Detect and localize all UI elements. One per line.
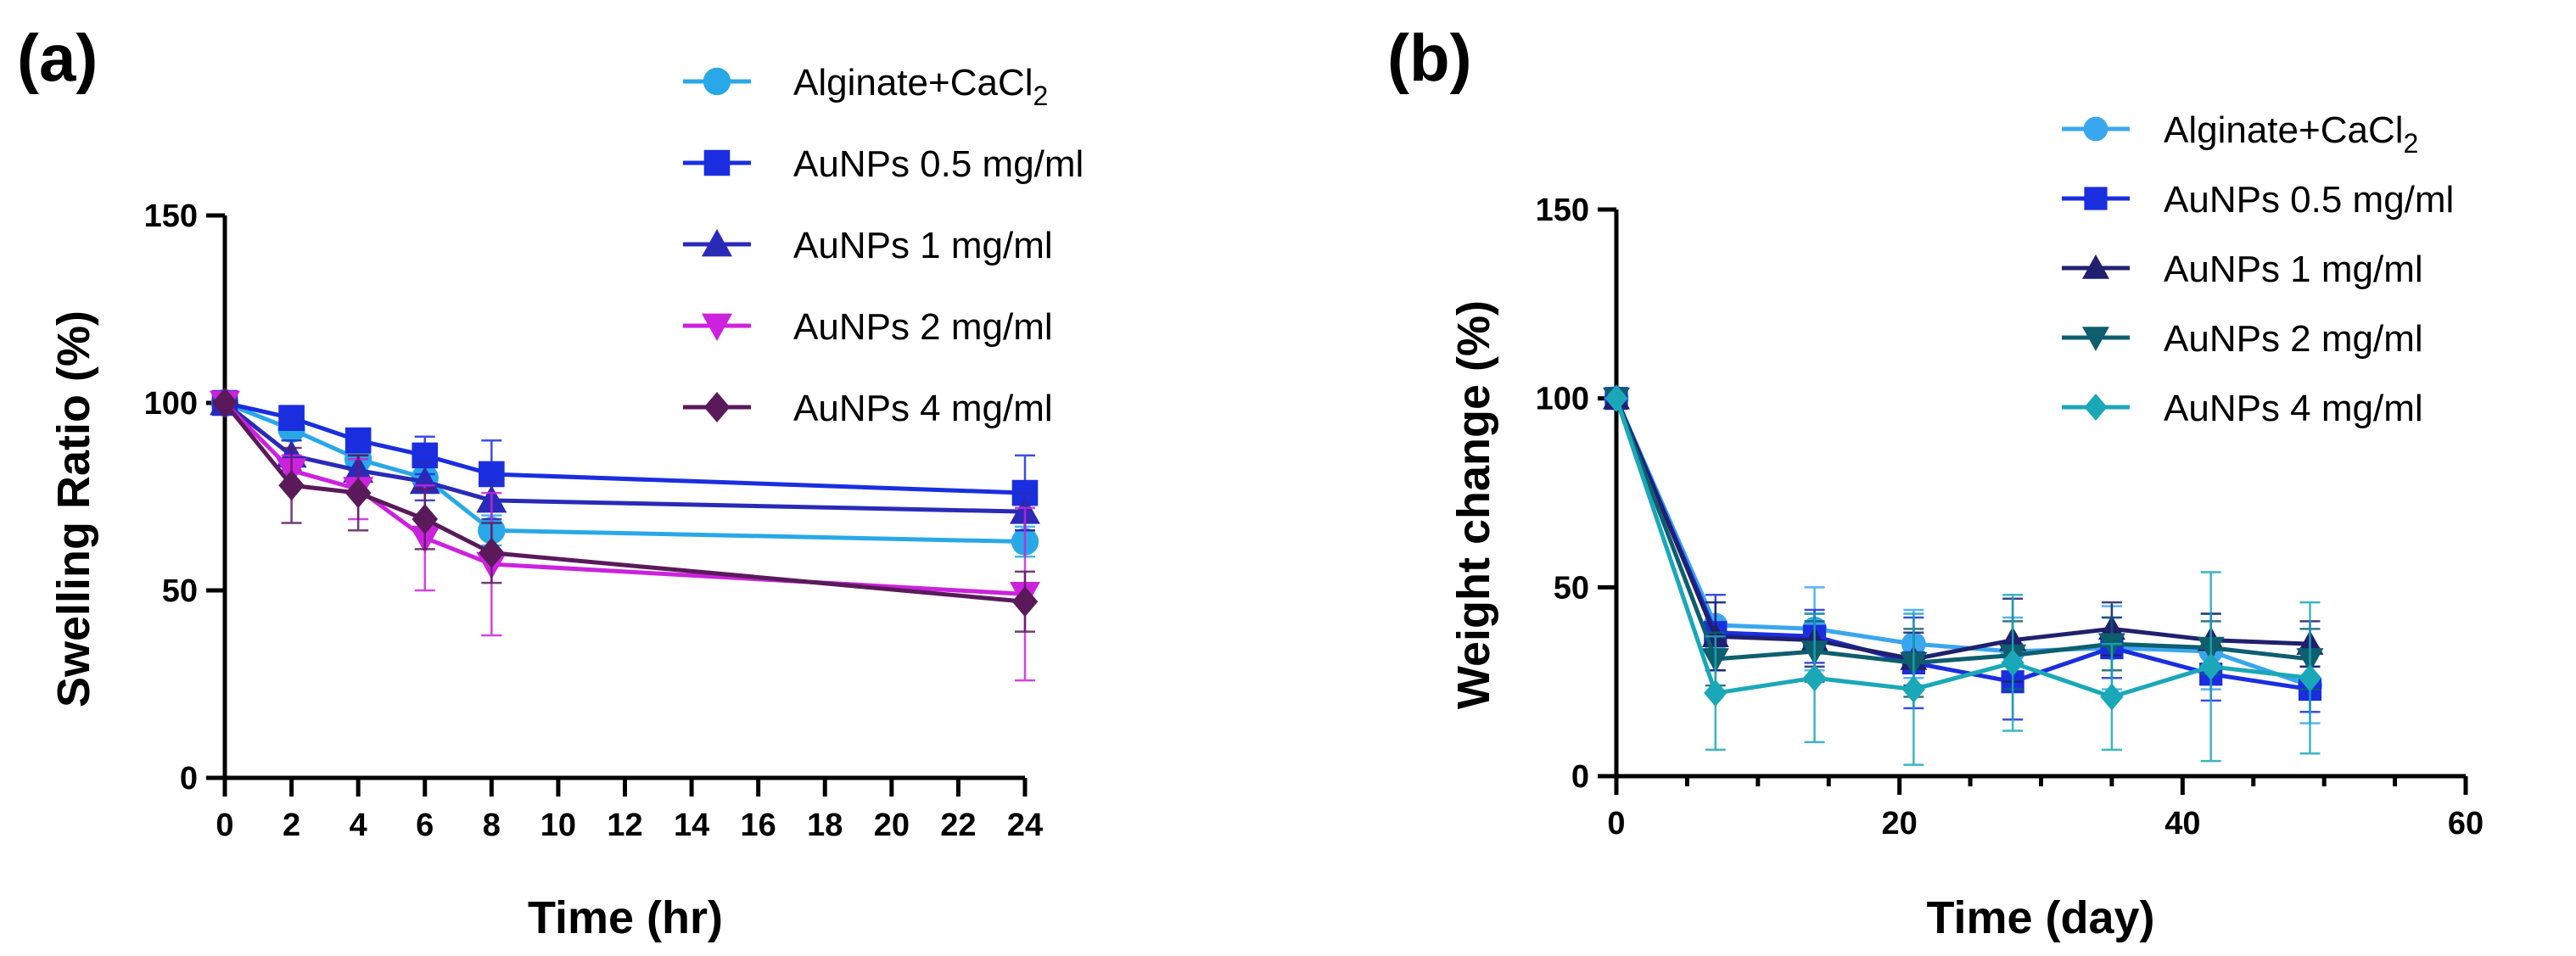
legend-label: AuNPs 0.5 mg/ml xyxy=(2164,179,2454,221)
x-tick-label: 4 xyxy=(350,808,367,843)
legend-entry: Alginate+CaCl2 xyxy=(683,62,1048,111)
series-aunps-4-mg-ml xyxy=(1604,384,2322,766)
data-point xyxy=(278,405,305,431)
legend-entry: AuNPs 2 mg/ml xyxy=(2062,318,2423,360)
y-tick-label: 150 xyxy=(144,198,198,234)
y-axis-title-b: Weight change (%) xyxy=(1448,300,1499,709)
legend-entry: AuNPs 4 mg/ml xyxy=(683,388,1053,429)
x-tick-label: 40 xyxy=(2164,806,2200,841)
legend-b: Alginate+CaCl2 AuNPs 0.5 mg/ml AuNPs 1 mg/… xyxy=(2062,109,2454,429)
data-point xyxy=(479,537,505,568)
chart-panel-b: (b) Time (day) Weight change (%) 0 50 100 1… xyxy=(1387,20,2484,943)
series-layer-a xyxy=(210,388,1040,682)
x-tick-label: 2 xyxy=(283,808,300,843)
series-line xyxy=(223,401,1026,604)
data-point xyxy=(1802,664,1827,692)
x-tick-label: 8 xyxy=(483,808,501,843)
x-axis-title-b: Time (day) xyxy=(1926,892,2154,943)
legend-label: AuNPs 1 mg/ml xyxy=(793,225,1053,266)
data-point xyxy=(2001,649,2024,677)
legend-label: AuNPs 2 mg/ml xyxy=(2164,318,2423,360)
series-aunps-4-mg-ml xyxy=(211,388,1039,633)
data-point xyxy=(1604,384,1628,412)
panel-label-a: (a) xyxy=(17,20,98,95)
x-tick-label: 20 xyxy=(1882,806,1918,841)
x-tick-label: 20 xyxy=(874,808,910,843)
x-tick-label: 18 xyxy=(807,808,843,843)
legend-entry: AuNPs 1 mg/ml xyxy=(683,225,1053,266)
series-line xyxy=(1614,397,2310,665)
legend-label: Alginate+CaCl2 xyxy=(2164,109,2418,159)
legend-label: AuNPs 4 mg/ml xyxy=(2164,388,2423,429)
legend-entry: AuNPs 2 mg/ml xyxy=(683,306,1053,348)
y-tick-label: 100 xyxy=(1536,382,1589,417)
x-tick-label: 0 xyxy=(1607,806,1625,841)
data-point xyxy=(1901,675,1925,703)
x-tick-label: 10 xyxy=(540,808,576,843)
series-layer-b xyxy=(1603,384,2324,766)
legend-marker xyxy=(2083,116,2108,142)
x-tick-label: 0 xyxy=(216,808,233,843)
legend-marker xyxy=(702,313,732,341)
legend-marker xyxy=(2082,254,2109,279)
x-tick-label: 6 xyxy=(416,808,434,843)
x-tick-label: 22 xyxy=(940,808,976,843)
x-axis-title-a: Time (hr) xyxy=(528,892,723,943)
data-point xyxy=(1704,679,1728,707)
legend-entry: AuNPs 0.5 mg/ml xyxy=(683,143,1084,185)
legend-marker xyxy=(703,149,731,176)
data-point xyxy=(278,470,305,501)
legend-entry: Alginate+CaCl2 xyxy=(2062,109,2418,159)
data-point xyxy=(2298,664,2322,692)
legend-marker xyxy=(703,392,731,422)
data-point xyxy=(412,504,439,535)
data-point xyxy=(1011,586,1039,618)
data-point xyxy=(2100,683,2124,711)
x-tick-label: 16 xyxy=(741,808,776,843)
legend-label: AuNPs 4 mg/ml xyxy=(793,388,1053,429)
legend-label: AuNPs 1 mg/ml xyxy=(2164,249,2423,290)
legend-entry: AuNPs 1 mg/ml xyxy=(2062,249,2423,290)
legend-entry: AuNPs 4 mg/ml xyxy=(2062,388,2423,429)
series-line xyxy=(223,401,1026,514)
data-point xyxy=(344,427,372,454)
y-tick-label: 0 xyxy=(180,761,198,797)
x-tick-label: 60 xyxy=(2448,806,2484,841)
chart-panel-a: (a) Time (hr) Swelling Ratio (%) 0501001… xyxy=(17,20,1084,943)
panel-label-b: (b) xyxy=(1387,20,1472,95)
series-line xyxy=(1614,397,2310,699)
y-tick-label: 150 xyxy=(1536,193,1589,228)
axes-b: 0 50 100 150 0 20 40 60 xyxy=(1536,193,2484,841)
legend-marker xyxy=(2084,394,2108,421)
legend-label: AuNPs 0.5 mg/ml xyxy=(793,143,1084,185)
legend-a: Alginate+CaCl2 AuNPs 0.5 mg/ml AuNPs 1 mg/… xyxy=(683,62,1084,429)
legend-marker xyxy=(2082,327,2109,351)
y-axis-title-a: Swelling Ratio (%) xyxy=(48,310,99,707)
x-tick-label: 12 xyxy=(607,808,642,843)
legend-marker xyxy=(702,229,732,257)
series-line xyxy=(1614,397,2310,662)
legend-entry: AuNPs 0.5 mg/ml xyxy=(2062,179,2454,221)
data-point xyxy=(211,388,238,418)
data-point xyxy=(344,478,372,509)
y-tick-label: 100 xyxy=(144,386,198,422)
y-tick-label: 0 xyxy=(1571,759,1589,795)
legend-marker xyxy=(703,67,731,96)
y-tick-label: 50 xyxy=(162,573,198,609)
legend-marker xyxy=(2084,187,2108,210)
data-point xyxy=(409,466,440,495)
legend-label: Alginate+CaCl2 xyxy=(793,62,1048,111)
legend-label: AuNPs 2 mg/ml xyxy=(793,306,1053,348)
y-tick-label: 50 xyxy=(1554,570,1589,606)
data-point xyxy=(2199,652,2223,680)
x-tick-label: 14 xyxy=(674,808,709,843)
x-tick-label: 24 xyxy=(1007,808,1043,843)
